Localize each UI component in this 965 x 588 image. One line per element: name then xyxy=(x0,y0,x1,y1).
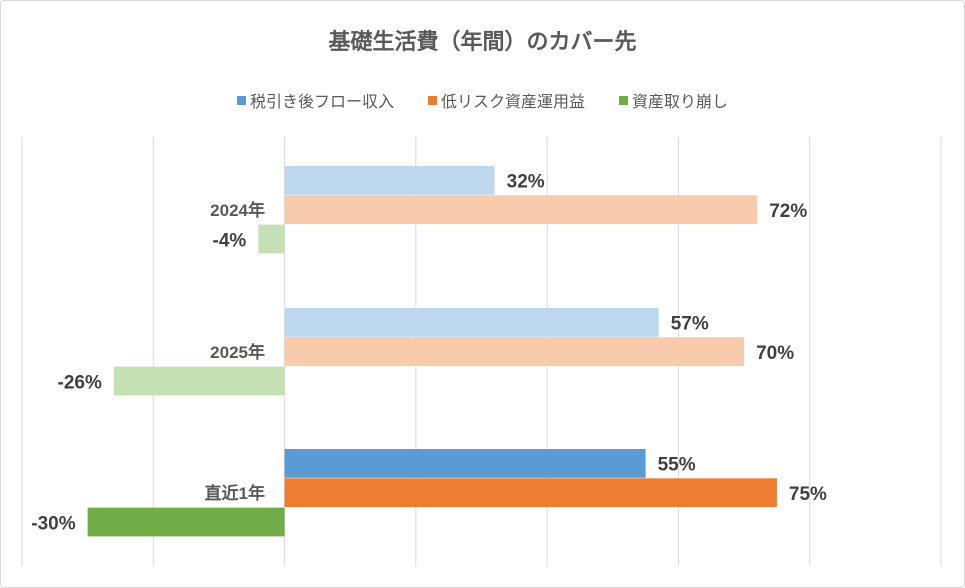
legend-item-withdrawal: 資産取り崩し xyxy=(619,88,728,112)
category-label: 直近1年 xyxy=(205,483,265,503)
bar xyxy=(87,507,285,537)
legend-item-low-risk-income: 低リスク資産運用益 xyxy=(427,88,585,112)
data-label: -30% xyxy=(31,513,75,534)
category-label: 2024年 xyxy=(210,200,265,220)
legend-label: 資産取り崩し xyxy=(632,92,729,111)
data-label: 72% xyxy=(769,201,807,222)
bar xyxy=(284,195,758,225)
data-label: 75% xyxy=(789,484,827,505)
legend-swatch xyxy=(236,95,246,105)
data-label: 57% xyxy=(671,314,709,335)
bar xyxy=(258,224,285,254)
data-label: -26% xyxy=(58,372,102,393)
legend-swatch xyxy=(427,95,437,105)
legend-swatch xyxy=(619,95,628,105)
legend-label: 税引き後フロー収入 xyxy=(249,92,394,111)
bar xyxy=(284,337,745,367)
data-label: 55% xyxy=(658,455,696,476)
category-label: 2025年 xyxy=(210,342,265,362)
legend-label: 低リスク資産運用益 xyxy=(440,92,585,111)
data-label: 32% xyxy=(507,172,545,193)
bar xyxy=(284,166,495,195)
legend-item-flow-income: 税引き後フロー収入 xyxy=(236,88,394,112)
chart-title: 基礎生活費（年間）のカバー先 xyxy=(328,30,637,55)
bar xyxy=(284,478,777,508)
data-label: -4% xyxy=(213,230,247,251)
bar xyxy=(284,449,646,478)
data-label: 70% xyxy=(756,343,794,364)
bar xyxy=(284,308,659,337)
legend: 税引き後フロー収入 低リスク資産運用益 資産取り崩し xyxy=(0,88,965,112)
bar xyxy=(113,366,285,396)
